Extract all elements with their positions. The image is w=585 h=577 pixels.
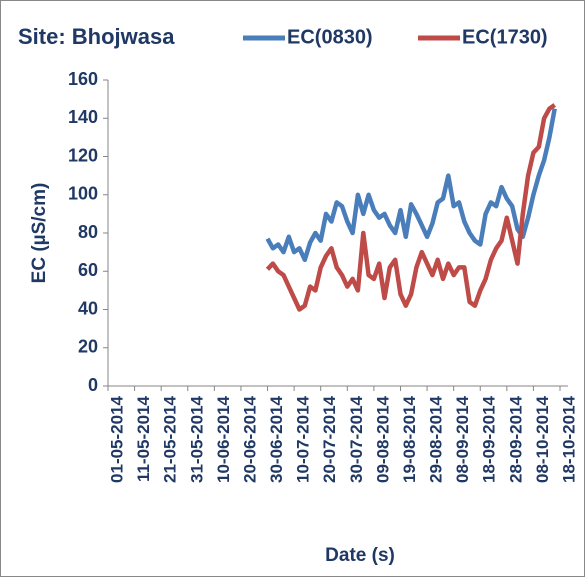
y-axis-title: EC (µS/cm) xyxy=(29,183,50,284)
x-tick-label: 08-10-2014 xyxy=(533,395,552,483)
x-tick-label: 01-05-2014 xyxy=(107,395,126,483)
x-tick-label: 18-10-2014 xyxy=(560,395,579,483)
y-tick-label: 0 xyxy=(88,375,98,395)
chart-title: Site: Bhojwasa xyxy=(18,24,175,49)
series-line xyxy=(265,108,557,263)
x-tick-label: 10-06-2014 xyxy=(214,395,233,483)
x-tick-label: 31-05-2014 xyxy=(187,395,206,483)
y-tick-label: 120 xyxy=(68,145,98,165)
y-tick-label: 60 xyxy=(78,260,98,280)
y-tick-label: 80 xyxy=(78,222,98,242)
x-axis-title: Date (s) xyxy=(325,545,395,566)
x-tick-label: 30-07-2014 xyxy=(347,395,366,483)
x-tick-label: 19-08-2014 xyxy=(400,395,419,483)
x-tick-label: 18-09-2014 xyxy=(480,395,499,483)
series-line xyxy=(265,103,557,312)
x-tick-label: 20-07-2014 xyxy=(320,395,339,483)
x-tick-label: 30-06-2014 xyxy=(267,395,286,483)
x-tick-label: 10-07-2014 xyxy=(294,395,313,483)
x-tick-label: 21-05-2014 xyxy=(161,395,180,483)
x-tick-label: 09-08-2014 xyxy=(373,395,392,483)
x-tick-label: 29-08-2014 xyxy=(427,395,446,483)
y-tick-label: 160 xyxy=(68,69,98,89)
legend-label: EC(1730) xyxy=(462,26,548,48)
legend-label: EC(0830) xyxy=(287,26,373,48)
y-tick-label: 20 xyxy=(78,337,98,357)
x-tick-label: 28-09-2014 xyxy=(506,395,525,483)
x-tick-label: 20-06-2014 xyxy=(240,395,259,483)
x-tick-label: 08-09-2014 xyxy=(453,395,472,483)
y-tick-label: 100 xyxy=(68,184,98,204)
y-tick-label: 140 xyxy=(68,107,98,127)
x-tick-label: 11-05-2014 xyxy=(134,395,153,482)
y-tick-label: 40 xyxy=(78,298,98,318)
